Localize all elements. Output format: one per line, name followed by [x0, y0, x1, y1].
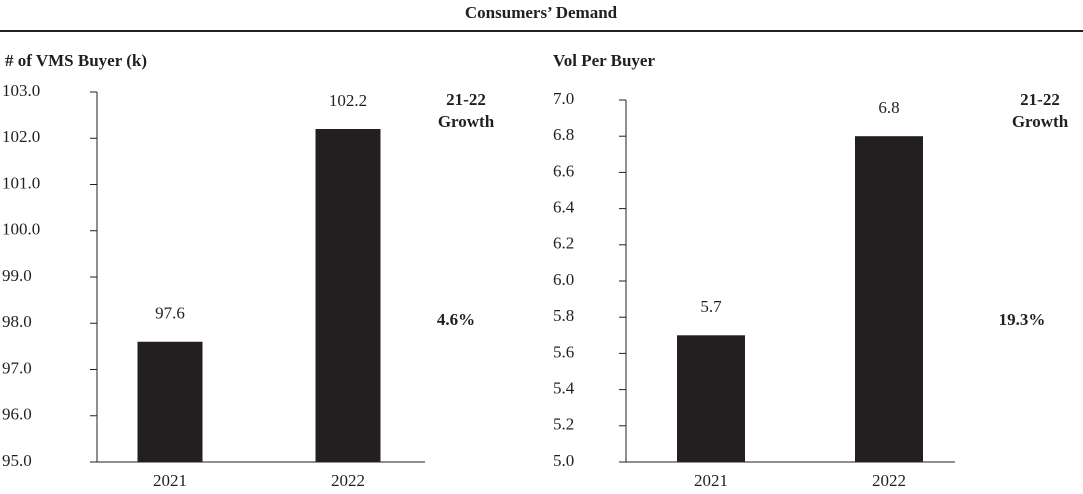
y-tick-label: 5.6: [553, 342, 574, 361]
y-tick-label: 5.4: [553, 379, 575, 398]
y-tick-label: 6.6: [553, 161, 574, 180]
bar: [315, 129, 381, 462]
growth-header: Growth: [1012, 112, 1069, 131]
bar: [137, 341, 203, 462]
growth-header: 21-22: [446, 90, 486, 109]
y-tick-label: 98.0: [2, 312, 32, 331]
y-tick-label: 5.2: [553, 415, 574, 434]
chart-title: Vol Per Buyer: [553, 51, 655, 70]
growth-value: 19.3%: [999, 310, 1046, 329]
data-label: 6.8: [878, 98, 899, 117]
y-tick-label: 6.8: [553, 125, 574, 144]
y-tick-label: 99.0: [2, 266, 32, 285]
y-tick-label: 5.0: [553, 451, 574, 470]
y-tick-label: 102.0: [2, 127, 40, 146]
y-tick-label: 6.2: [553, 234, 574, 253]
growth-header: 21-22: [1020, 90, 1060, 109]
growth-value: 4.6%: [437, 310, 475, 329]
y-tick-label: 7.0: [553, 89, 574, 108]
y-tick-label: 96.0: [2, 405, 32, 424]
bar: [677, 335, 745, 462]
x-tick-label: 2021: [153, 471, 187, 490]
x-tick-label: 2021: [694, 471, 728, 490]
x-tick-label: 2022: [331, 471, 365, 490]
y-tick-label: 6.0: [553, 270, 574, 289]
bar: [855, 136, 923, 462]
data-label: 102.2: [329, 91, 367, 110]
x-tick-label: 2022: [872, 471, 906, 490]
data-label: 5.7: [700, 297, 722, 316]
y-tick-label: 6.4: [553, 198, 575, 217]
y-tick-label: 95.0: [2, 451, 32, 470]
y-tick-label: 100.0: [2, 220, 40, 239]
y-tick-label: 97.0: [2, 358, 32, 377]
page-title: Consumers’ Demand: [465, 3, 618, 22]
y-tick-label: 103.0: [2, 81, 40, 100]
chart-title: # of VMS Buyer (k): [5, 51, 147, 70]
data-label: 97.6: [155, 304, 185, 323]
y-tick-label: 5.8: [553, 306, 574, 325]
y-tick-label: 101.0: [2, 173, 40, 192]
growth-header: Growth: [438, 112, 495, 131]
